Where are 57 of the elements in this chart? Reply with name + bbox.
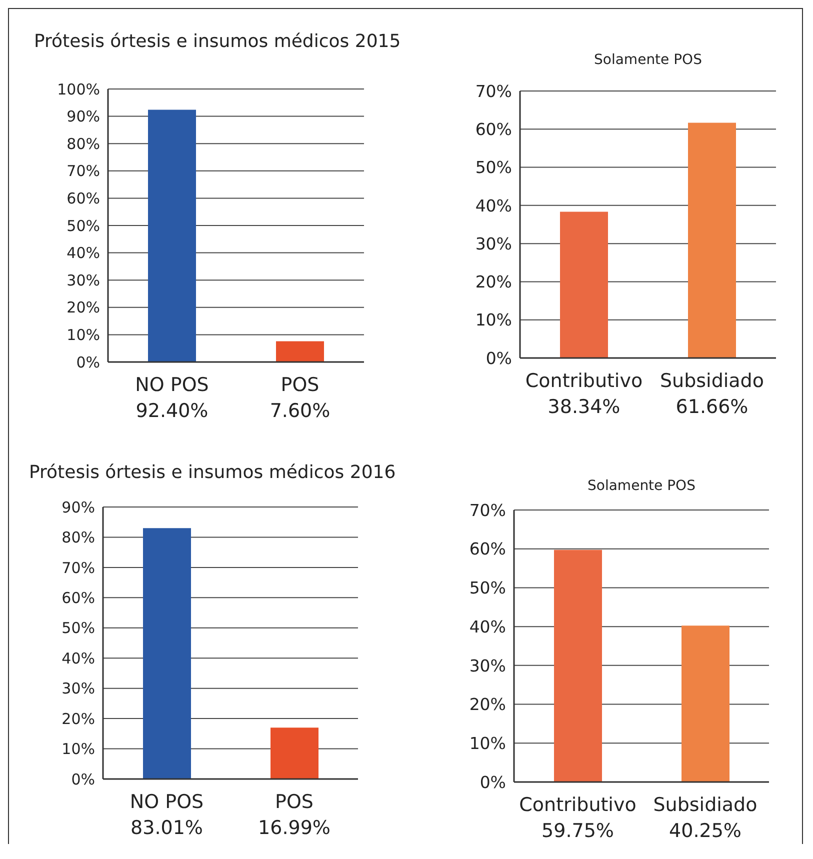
x-tick-label: POS xyxy=(280,374,320,396)
y-tick-label: 30% xyxy=(66,271,100,290)
y-tick-label: 0% xyxy=(76,353,100,372)
x-tick-label: Subsidiado xyxy=(660,370,764,392)
data-label: 92.40% xyxy=(136,400,208,422)
data-label: 40.25% xyxy=(669,820,742,842)
chart-title: Prótesis órtesis e insumos médicos 2016 xyxy=(29,462,396,484)
data-label: 61.66% xyxy=(676,396,748,418)
y-tick-label: 50% xyxy=(66,216,100,235)
y-tick-label: 60% xyxy=(469,540,506,559)
y-tick-label: 20% xyxy=(475,272,512,292)
y-tick-label: 50% xyxy=(469,578,506,598)
x-tick-label: Contributivo xyxy=(525,370,643,392)
data-label: 16.99% xyxy=(258,817,330,839)
y-tick-label: 20% xyxy=(66,298,100,317)
y-tick-label: 90% xyxy=(62,498,95,516)
y-tick-label: 20% xyxy=(62,710,95,728)
y-tick-label: 80% xyxy=(62,528,95,547)
chart-title: Prótesis órtesis e insumos médicos 2015 xyxy=(34,31,401,53)
x-tick-label: NO POS xyxy=(135,374,209,396)
y-tick-label: 70% xyxy=(66,162,100,180)
x-tick-label: NO POS xyxy=(130,791,204,813)
y-tick-label: 70% xyxy=(469,500,506,520)
y-tick-label: 40% xyxy=(62,649,95,668)
y-tick-label: 100% xyxy=(57,80,100,98)
y-tick-label: 40% xyxy=(469,617,506,636)
y-tick-label: 10% xyxy=(475,310,512,330)
y-tick-label: 10% xyxy=(62,740,95,758)
y-tick-label: 0% xyxy=(486,348,512,368)
y-tick-label: 50% xyxy=(62,619,95,638)
data-label: 83.01% xyxy=(130,817,203,839)
x-tick-label: Subsidiado xyxy=(653,794,758,816)
y-tick-label: 90% xyxy=(66,108,100,126)
y-tick-label: 30% xyxy=(469,656,506,676)
x-tick-label: Contributivo xyxy=(519,794,636,816)
y-tick-label: 60% xyxy=(66,190,100,208)
y-tick-label: 10% xyxy=(66,326,100,344)
data-label: 59.75% xyxy=(542,820,614,842)
y-tick-label: 0% xyxy=(71,770,95,788)
y-tick-label: 30% xyxy=(62,680,95,698)
y-tick-label: 40% xyxy=(475,196,512,216)
y-tick-label: 40% xyxy=(66,244,100,262)
y-tick-label: 0% xyxy=(480,772,506,792)
y-tick-label: 50% xyxy=(475,158,512,178)
y-tick-label: 20% xyxy=(469,695,506,714)
data-label: 38.34% xyxy=(548,396,620,418)
chart-title: Solamente POS xyxy=(588,478,696,494)
y-tick-label: 70% xyxy=(62,558,95,577)
y-tick-label: 30% xyxy=(475,234,512,254)
y-tick-label: 70% xyxy=(475,82,512,101)
y-tick-label: 60% xyxy=(475,120,512,139)
y-tick-label: 10% xyxy=(469,734,506,753)
data-label: 7.60% xyxy=(270,400,330,422)
y-tick-label: 80% xyxy=(66,134,100,153)
x-tick-label: POS xyxy=(275,791,314,813)
y-tick-label: 60% xyxy=(62,588,95,607)
chart-title: Solamente POS xyxy=(594,52,702,68)
